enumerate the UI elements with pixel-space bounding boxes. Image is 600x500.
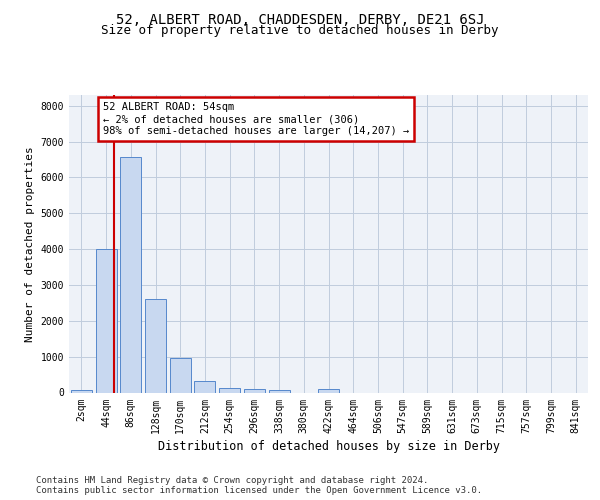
X-axis label: Distribution of detached houses by size in Derby: Distribution of detached houses by size … bbox=[157, 440, 499, 452]
Bar bbox=[318, 389, 339, 392]
Text: Contains HM Land Registry data © Crown copyright and database right 2024.: Contains HM Land Registry data © Crown c… bbox=[36, 476, 428, 485]
Bar bbox=[145, 298, 166, 392]
Text: Size of property relative to detached houses in Derby: Size of property relative to detached ho… bbox=[101, 24, 499, 37]
Text: 52 ALBERT ROAD: 54sqm
← 2% of detached houses are smaller (306)
98% of semi-deta: 52 ALBERT ROAD: 54sqm ← 2% of detached h… bbox=[103, 102, 409, 136]
Bar bbox=[194, 382, 215, 392]
Bar bbox=[244, 388, 265, 392]
Bar bbox=[120, 156, 141, 392]
Text: Contains public sector information licensed under the Open Government Licence v3: Contains public sector information licen… bbox=[36, 486, 482, 495]
Bar bbox=[95, 249, 116, 392]
Text: 52, ALBERT ROAD, CHADDESDEN, DERBY, DE21 6SJ: 52, ALBERT ROAD, CHADDESDEN, DERBY, DE21… bbox=[116, 12, 484, 26]
Bar bbox=[219, 388, 240, 392]
Y-axis label: Number of detached properties: Number of detached properties bbox=[25, 146, 35, 342]
Bar bbox=[71, 390, 92, 392]
Bar bbox=[170, 358, 191, 392]
Bar bbox=[269, 390, 290, 392]
